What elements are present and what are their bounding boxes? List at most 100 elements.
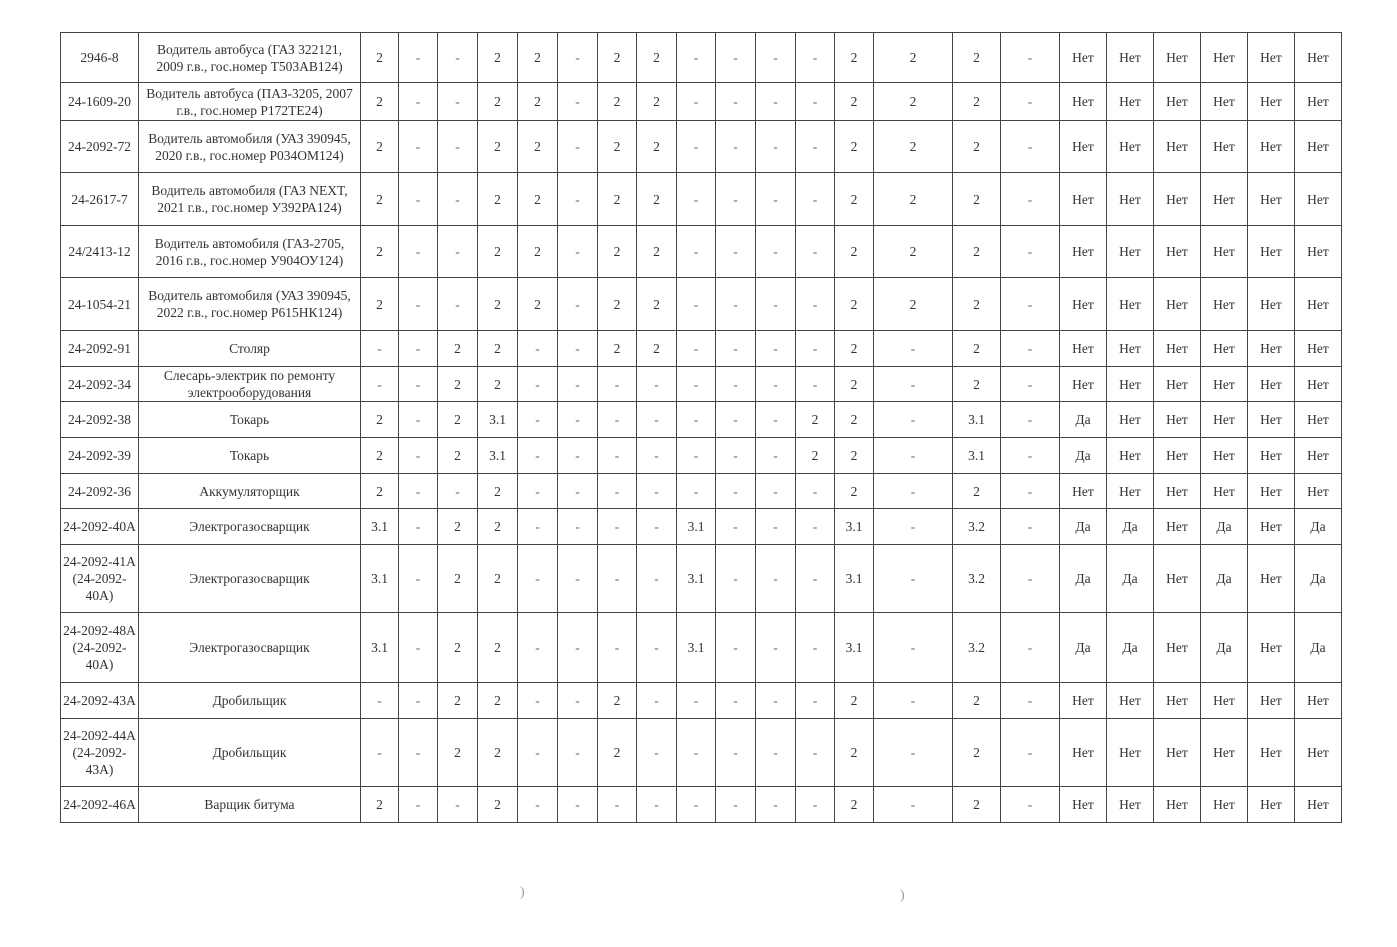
- yes-no-cell: Нет: [1294, 682, 1342, 719]
- yes-no-cell: Нет: [1200, 473, 1248, 509]
- class-value-cell: -: [873, 786, 953, 823]
- class-value-cell: 2: [636, 225, 677, 278]
- class-value-cell: -: [715, 544, 756, 613]
- class-value-cell: 2: [597, 225, 637, 278]
- class-value-cell: -: [636, 612, 677, 683]
- table-row: 24-2092-41А (24-2092-40А) Электрогазосвар…: [60, 544, 1342, 613]
- class-value-cell: -: [557, 544, 598, 613]
- yes-no-cell: Нет: [1200, 718, 1248, 787]
- workplace-id-cell: 24-2092-72: [60, 120, 139, 173]
- class-value-cell: -: [557, 508, 598, 545]
- workplace-id-cell: 24-2092-48А (24-2092-40А): [60, 612, 139, 683]
- table-row: 24-2092-48А (24-2092-40А) Электрогазосвар…: [60, 612, 1342, 683]
- class-value-cell: -: [517, 401, 558, 438]
- yes-no-cell: Да: [1294, 508, 1342, 545]
- yes-no-cell: Нет: [1294, 120, 1342, 173]
- yes-no-cell: Нет: [1059, 330, 1107, 367]
- class-value-cell: -: [755, 718, 796, 787]
- class-value-cell: 2: [636, 172, 677, 226]
- class-value-cell: -: [557, 612, 598, 683]
- class-value-cell: 2: [437, 330, 478, 367]
- class-value-cell: -: [517, 612, 558, 683]
- class-value-cell: -: [636, 544, 677, 613]
- class-value-cell: -: [676, 682, 716, 719]
- class-value-cell: 2: [360, 225, 399, 278]
- class-value-cell: 2: [952, 473, 1001, 509]
- class-value-cell: 2: [873, 120, 953, 173]
- class-value-cell: -: [437, 172, 478, 226]
- class-value-cell: -: [398, 225, 438, 278]
- class-value-cell: -: [755, 225, 796, 278]
- class-value-cell: 2: [477, 366, 518, 402]
- class-value-cell: -: [597, 544, 637, 613]
- class-value-cell: 3.1: [676, 612, 716, 683]
- class-value-cell: 2: [477, 172, 518, 226]
- class-value-cell: -: [398, 32, 438, 83]
- class-value-cell: -: [1000, 508, 1060, 545]
- class-value-cell: 2: [477, 682, 518, 719]
- class-value-cell: -: [873, 401, 953, 438]
- class-value-cell: -: [557, 225, 598, 278]
- yes-no-cell: Нет: [1200, 330, 1248, 367]
- class-value-cell: 2: [834, 437, 874, 474]
- class-value-cell: -: [636, 437, 677, 474]
- scan-mark: ): [520, 885, 525, 900]
- table-row: 24/2413-12 Водитель автомобиля (ГАЗ-2705,…: [60, 225, 1342, 278]
- class-value-cell: 2: [834, 120, 874, 173]
- class-value-cell: 2: [477, 82, 518, 121]
- class-value-cell: 2: [952, 366, 1001, 402]
- class-value-cell: -: [398, 120, 438, 173]
- yes-no-cell: Нет: [1153, 120, 1201, 173]
- yes-no-cell: Нет: [1059, 277, 1107, 331]
- class-value-cell: 2: [360, 786, 399, 823]
- yes-no-cell: Нет: [1153, 718, 1201, 787]
- yes-no-cell: Нет: [1106, 718, 1154, 787]
- class-value-cell: 2: [834, 682, 874, 719]
- yes-no-cell: Да: [1106, 508, 1154, 545]
- yes-no-cell: Нет: [1294, 401, 1342, 438]
- position-name-cell: Электрогазосварщик: [138, 612, 361, 683]
- position-name-cell: Электрогазосварщик: [138, 508, 361, 545]
- yes-no-cell: Нет: [1200, 277, 1248, 331]
- class-value-cell: 2: [834, 172, 874, 226]
- class-value-cell: -: [557, 82, 598, 121]
- class-value-cell: -: [676, 225, 716, 278]
- class-value-cell: -: [597, 366, 637, 402]
- yes-no-cell: Нет: [1294, 330, 1342, 367]
- class-value-cell: -: [1000, 330, 1060, 367]
- class-value-cell: 3.2: [952, 508, 1001, 545]
- class-value-cell: -: [398, 682, 438, 719]
- class-value-cell: 2: [597, 82, 637, 121]
- class-value-cell: -: [398, 508, 438, 545]
- yes-no-cell: Нет: [1106, 82, 1154, 121]
- class-value-cell: 2: [597, 32, 637, 83]
- class-value-cell: 2: [477, 718, 518, 787]
- class-value-cell: -: [795, 544, 835, 613]
- class-value-cell: -: [755, 120, 796, 173]
- class-value-cell: 2: [834, 277, 874, 331]
- table-row: 24-2092-44А (24-2092-43А) Дробильщик - -2 2-…: [60, 718, 1342, 787]
- class-value-cell: 2: [636, 277, 677, 331]
- class-value-cell: -: [437, 32, 478, 83]
- class-value-cell: 2: [437, 366, 478, 402]
- class-value-cell: -: [1000, 366, 1060, 402]
- class-value-cell: -: [597, 437, 637, 474]
- class-value-cell: 2: [517, 82, 558, 121]
- table-row: 24-1054-21 Водитель автомобиля (УАЗ 39094…: [60, 277, 1342, 331]
- class-value-cell: -: [715, 508, 756, 545]
- class-value-cell: 2: [834, 786, 874, 823]
- class-value-cell: -: [715, 277, 756, 331]
- yes-no-cell: Да: [1059, 437, 1107, 474]
- class-value-cell: -: [597, 401, 637, 438]
- position-name-cell: Водитель автомобиля (УАЗ 390945, 2022 г.…: [138, 277, 361, 331]
- class-value-cell: 2: [873, 277, 953, 331]
- class-value-cell: 2: [360, 277, 399, 331]
- class-value-cell: 3.1: [952, 437, 1001, 474]
- yes-no-cell: Нет: [1247, 277, 1295, 331]
- workplace-id-cell: 2946-8: [60, 32, 139, 83]
- class-value-cell: -: [795, 172, 835, 226]
- yes-no-cell: Нет: [1059, 682, 1107, 719]
- class-value-cell: -: [557, 718, 598, 787]
- class-value-cell: -: [398, 330, 438, 367]
- class-value-cell: -: [517, 508, 558, 545]
